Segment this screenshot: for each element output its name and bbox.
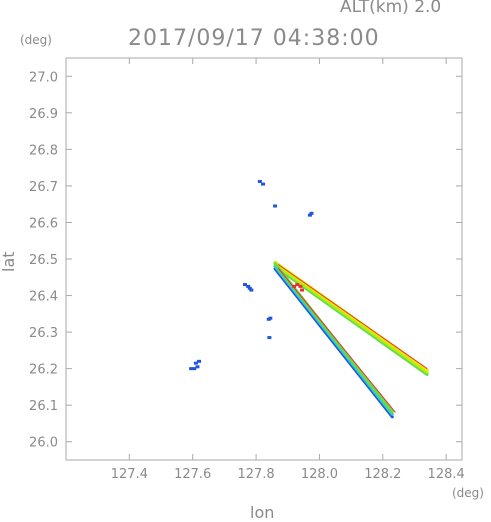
x-tick-label: 128.0 <box>301 467 338 482</box>
timestamp-title: 2017/09/17 04:38:00 <box>128 26 380 51</box>
x-tick-label: 127.6 <box>174 467 211 482</box>
x-tick-label: 128.2 <box>364 467 401 482</box>
blob-1-point <box>193 361 198 365</box>
blob-5-point <box>261 182 266 186</box>
blob-6-point <box>273 204 278 208</box>
echo-layer <box>189 180 429 419</box>
y-tick-label: 27.0 <box>29 70 58 85</box>
blob-8-point <box>298 284 303 288</box>
blob-2-point <box>249 288 254 292</box>
upper-beam-strip <box>273 262 429 374</box>
x-tick-label: 127.8 <box>237 467 274 482</box>
blob-1-point <box>195 365 200 369</box>
blob-2-point <box>246 284 251 288</box>
blob-4-point <box>307 213 312 217</box>
blob-7-point <box>267 336 272 340</box>
y-tick-label: 26.9 <box>29 107 58 122</box>
upper-beam-strip <box>273 265 429 376</box>
blob-1-point <box>192 367 197 371</box>
blob-8-point <box>295 283 300 287</box>
y-axis-title: lat <box>0 251 18 272</box>
x-tick-label: 128.4 <box>428 467 465 482</box>
lower-beam-strip <box>273 264 394 416</box>
lower-beam-strip <box>273 267 394 419</box>
blob-8-point <box>300 288 305 292</box>
y-tick-label: 26.3 <box>29 326 58 341</box>
blob-5-point <box>257 180 262 184</box>
x-axis-title: lon <box>250 503 275 522</box>
blob-4-point <box>309 211 314 215</box>
altitude-label: ALT(km) 2.0 <box>340 0 442 17</box>
y-tick-label: 26.2 <box>29 363 58 378</box>
blob-2-point <box>242 283 247 287</box>
blob-2-point <box>247 286 252 290</box>
y-unit-label: (deg) <box>20 33 52 47</box>
y-tick-label: 26.8 <box>29 143 58 158</box>
y-tick-label: 26.5 <box>29 253 58 268</box>
blob-8-point <box>292 284 297 288</box>
x-unit-label: (deg) <box>452 486 484 500</box>
upper-beam-edge <box>277 264 428 370</box>
y-tick-label: 26.0 <box>29 436 58 451</box>
blob-1-point <box>197 359 202 363</box>
blob-1-point <box>189 367 194 371</box>
y-tick-label: 26.6 <box>29 216 58 231</box>
blob-3-point <box>268 316 273 320</box>
lower-beam-edge <box>277 267 396 413</box>
x-tick-label: 127.4 <box>111 467 148 482</box>
y-tick-label: 26.1 <box>29 399 58 414</box>
plot-area-border <box>65 57 463 461</box>
y-tick-label: 26.7 <box>29 180 58 195</box>
plot-frame <box>65 57 463 461</box>
y-tick-label: 26.4 <box>29 290 58 305</box>
tick-layer: 127.4 127.6 127.8 128.0 128.2 128.4 26.0 26.1 26… <box>29 58 465 482</box>
